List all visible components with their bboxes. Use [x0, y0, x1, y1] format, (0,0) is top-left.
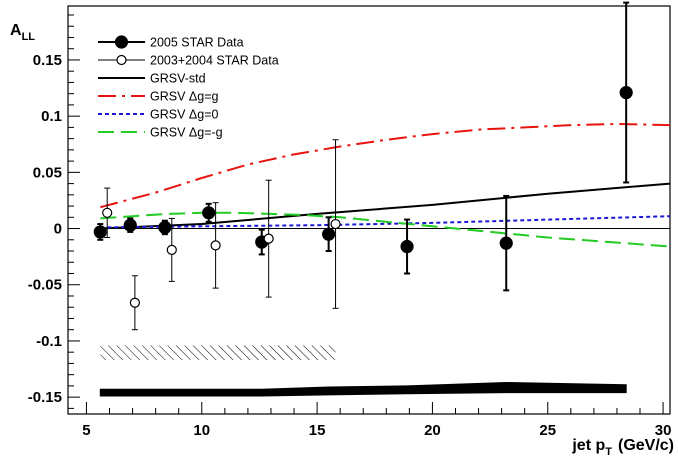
y-axis-title-main: A	[10, 22, 22, 39]
data-point-2005	[619, 85, 633, 100]
legend-swatch-marker	[114, 35, 129, 49]
theory-curve	[100, 215, 671, 229]
legend-label: GRSV Δg=-g	[150, 126, 223, 140]
y-axis-title-sub: LL	[22, 31, 36, 43]
data-point-2005	[158, 220, 172, 235]
legend-label: GRSV-std	[150, 72, 206, 86]
x-axis-title: jet pT (GeV/c)	[571, 437, 674, 458]
legend-label: 2003+2004 STAR Data	[150, 54, 279, 68]
data-point-2005	[499, 236, 513, 250]
theory-curve	[100, 182, 671, 230]
data-points	[93, 1, 633, 331]
data-point-2003-2004	[263, 233, 274, 244]
x-tick-label: 20	[424, 422, 441, 439]
x-tick-label: 10	[193, 422, 210, 439]
theory-curve	[100, 122, 671, 209]
systematic-band-filled	[99, 382, 627, 397]
legend-label: GRSV Δg=0	[150, 108, 218, 122]
systematic-bands	[99, 345, 627, 397]
y-tick-label: 0.1	[41, 108, 62, 125]
data-point-2003-2004	[129, 297, 140, 308]
y-tick-label: -0.15	[28, 389, 62, 406]
data-point-2003-2004	[210, 240, 221, 251]
y-tick-label: 0.05	[33, 164, 62, 181]
y-tick-label: 0	[54, 221, 62, 238]
x-axis-title-sub: T	[605, 446, 612, 458]
data-point-2005	[123, 218, 137, 232]
y-tick-label: 0.15	[33, 52, 62, 69]
data-point-2003-2004	[102, 207, 113, 218]
data-point-2005	[202, 206, 216, 220]
axis-titles: ALL jet pT (GeV/c)	[10, 22, 674, 458]
axes-group: 5 10 15 20 25 30 -0.15 -0.1 -0.05 0 0.05 0.1 0.15	[28, 14, 672, 439]
data-point-2005	[322, 227, 336, 241]
x-tick-label: 5	[82, 422, 90, 439]
legend-label: GRSV Δg=g	[150, 90, 218, 104]
systematic-band-hatched	[100, 345, 336, 361]
x-tick-label: 30	[655, 422, 672, 439]
data-point-2003-2004	[330, 218, 341, 230]
x-axis-title-main: jet p	[571, 437, 605, 454]
plot-frame	[67, 5, 671, 415]
theory-curve	[100, 211, 671, 248]
data-point-2005	[93, 225, 107, 239]
y-tick-label: -0.05	[28, 277, 62, 294]
x-tick-label: 15	[309, 422, 326, 439]
data-point-2005	[400, 239, 414, 254]
data-point-2003-2004	[166, 244, 177, 256]
x-axis-title-unit: (GeV/c)	[618, 437, 674, 454]
y-axis-title: ALL	[10, 22, 35, 43]
y-tick-label: -0.1	[36, 333, 62, 350]
legend-label: 2005 STAR Data	[150, 36, 244, 50]
legend: 2005 STAR Data 2003+2004 STAR Data GRSV-st…	[98, 35, 279, 140]
x-tick-label: 25	[539, 422, 556, 439]
legend-swatch-marker	[116, 54, 127, 66]
theory-curves	[100, 122, 671, 248]
